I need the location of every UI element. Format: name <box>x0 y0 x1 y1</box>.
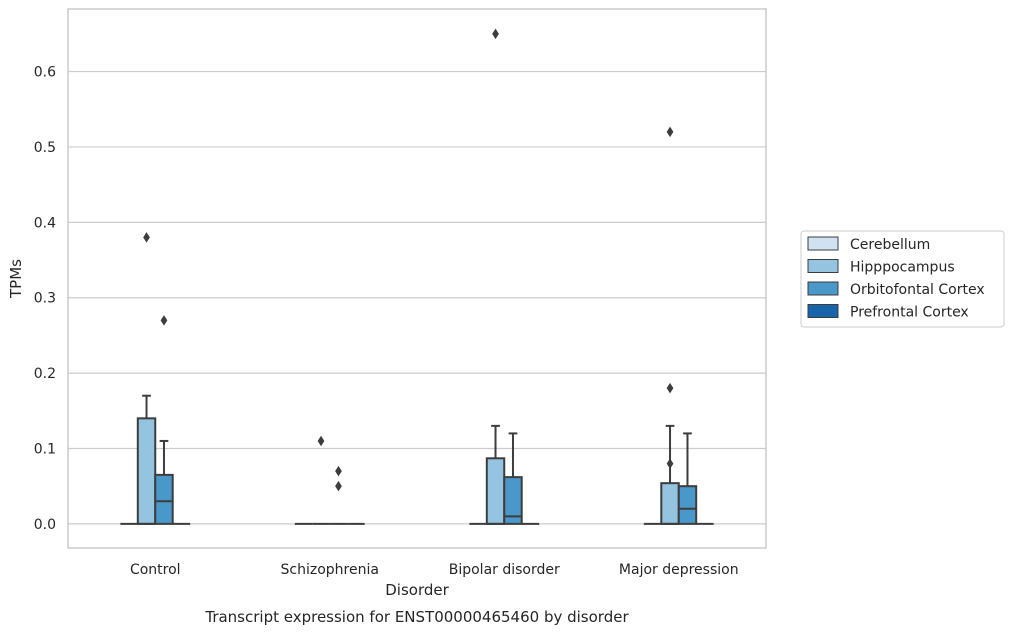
legend-swatch <box>807 304 839 318</box>
box-iqr <box>136 417 157 525</box>
outlier-point <box>335 480 342 492</box>
plot-area-frame <box>67 8 767 549</box>
outlier-point <box>666 382 674 394</box>
box-iqr <box>677 485 698 525</box>
outlier-point <box>143 232 150 243</box>
outlier-point <box>335 465 342 477</box>
box-group <box>677 432 698 525</box>
outlier-point <box>317 435 325 447</box>
y-tick-label: 0.6 <box>34 65 56 81</box>
legend-label: Hipppocampus <box>850 260 955 276</box>
box-group <box>503 432 523 525</box>
legend-item: Hipppocampus <box>807 259 955 276</box>
legend-frame <box>800 230 1005 328</box>
box-plot-series <box>120 28 714 525</box>
y-tick-label: 0.3 <box>34 291 56 307</box>
x-tick-label: Major depression <box>619 562 739 578</box>
legend-label: Prefrontal Cortex <box>850 305 969 321</box>
x-tick-label: Bipolar disorder <box>449 562 560 578</box>
box-group <box>154 315 174 525</box>
legend-item: Orbitofontal Cortex <box>807 281 985 298</box>
legend-item: Cerebellum <box>807 236 930 253</box>
legend-swatch <box>807 259 839 273</box>
chart-caption: Transcript expression for ENST0000046546… <box>204 608 629 626</box>
outlier-point <box>492 28 499 40</box>
x-tick-label: Control <box>130 562 181 578</box>
box-group <box>312 435 330 525</box>
legend-item: Prefrontal Cortex <box>807 304 969 321</box>
y-axis-ticks: 0.0 0.1 0.2 0.3 0.4 0.5 0.6 <box>34 65 56 533</box>
box-iqr <box>503 476 523 525</box>
legend-swatch <box>807 281 839 296</box>
outlier-point <box>666 458 674 469</box>
y-tick-label: 0.2 <box>34 366 56 382</box>
x-axis-ticks: Control Schizophrenia Bipolar disorder Majo… <box>130 562 739 578</box>
outlier-point <box>160 315 168 326</box>
x-tick-label: Schizophrenia <box>281 562 379 578</box>
y-tick-label: 0.5 <box>34 140 56 156</box>
box-iqr <box>485 457 506 525</box>
box-group <box>485 28 506 525</box>
y-tick-label: 0.1 <box>34 441 56 457</box>
y-axis-title: TPMs <box>7 259 25 299</box>
x-axis-title: Disorder <box>385 581 449 599</box>
legend-swatch <box>807 236 839 251</box>
box-group <box>660 126 680 525</box>
box-group <box>329 465 348 525</box>
box-iqr <box>660 482 680 525</box>
box-group <box>136 232 157 525</box>
y-tick-label: 0.0 <box>34 517 56 533</box>
grid-lines <box>68 70 766 525</box>
box-iqr <box>154 473 174 525</box>
outlier-point <box>666 126 674 138</box>
legend-label: Cerebellum <box>850 237 930 253</box>
y-tick-label: 0.4 <box>34 215 56 231</box>
legend: Cerebellum Hipppocampus Orbitofontal Corte… <box>800 230 1005 328</box>
legend-label: Orbitofontal Cortex <box>850 282 985 298</box>
